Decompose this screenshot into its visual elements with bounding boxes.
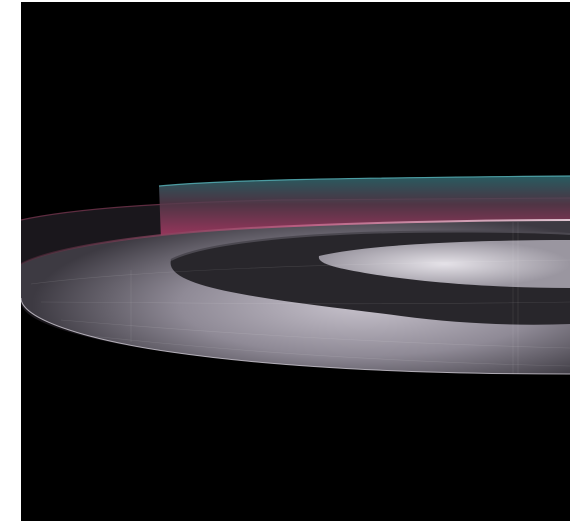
dark-ring xyxy=(170,230,570,325)
surface-streaks xyxy=(30,222,570,374)
render-viewport xyxy=(21,2,570,521)
point-cloud-render xyxy=(21,175,570,375)
